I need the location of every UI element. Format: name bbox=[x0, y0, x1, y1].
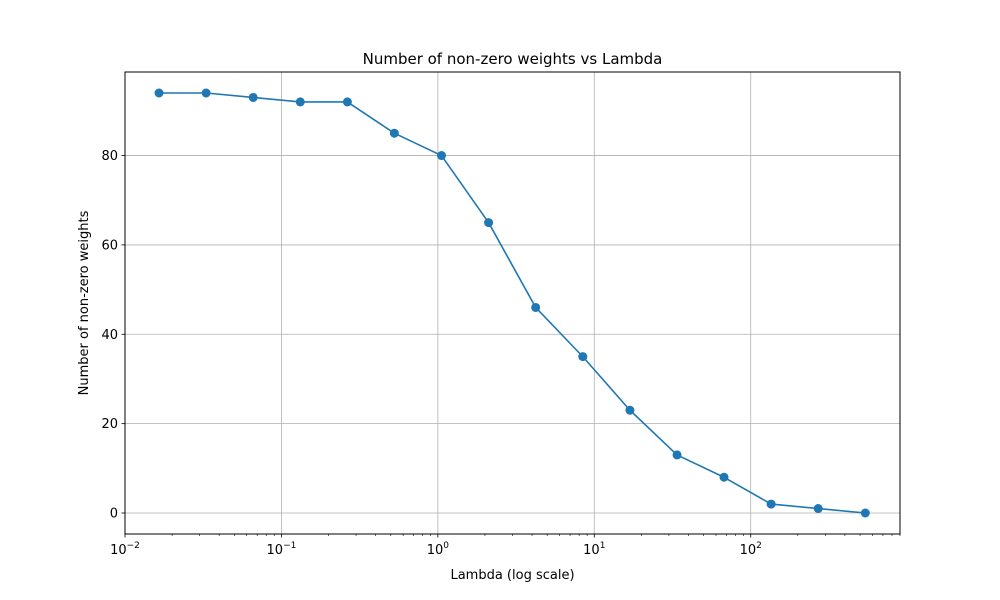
data-point bbox=[295, 97, 305, 107]
data-point bbox=[437, 151, 447, 161]
chart-title: Number of non-zero weights vs Lambda bbox=[363, 50, 663, 68]
x-tick-label: 102 bbox=[740, 541, 762, 558]
x-tick-label-exponent: −1 bbox=[283, 541, 296, 551]
data-point bbox=[389, 128, 399, 138]
data-point bbox=[766, 499, 776, 509]
x-tick-label: 10−1 bbox=[267, 541, 297, 558]
x-tick-label-base: 10 bbox=[427, 543, 444, 558]
data-point bbox=[484, 218, 494, 228]
data-point bbox=[531, 302, 541, 312]
data-point bbox=[201, 88, 211, 98]
x-tick-label-base: 10 bbox=[740, 543, 757, 558]
x-tick-label: 101 bbox=[583, 541, 605, 558]
y-axis-label: Number of non-zero weights bbox=[77, 210, 92, 395]
y-tick-label: 20 bbox=[101, 417, 118, 432]
data-point bbox=[625, 405, 635, 415]
x-tick-label-exponent: 2 bbox=[756, 541, 762, 551]
x-tick-label-exponent: 0 bbox=[443, 541, 449, 551]
data-point bbox=[719, 472, 729, 482]
data-point bbox=[813, 504, 823, 514]
x-tick-label-exponent: 1 bbox=[600, 541, 606, 551]
x-tick-label-base: 10 bbox=[583, 543, 600, 558]
y-tick-label: 80 bbox=[101, 149, 118, 164]
y-tick-label: 60 bbox=[101, 238, 118, 253]
x-tick-label-base: 10 bbox=[110, 543, 127, 558]
data-point bbox=[248, 92, 258, 102]
series-line bbox=[159, 92, 866, 514]
x-tick-label-exponent: −2 bbox=[127, 541, 140, 551]
data-point bbox=[154, 88, 164, 98]
x-tick-label: 100 bbox=[427, 541, 450, 558]
data-point bbox=[342, 97, 352, 107]
y-tick-label: 40 bbox=[101, 328, 118, 343]
x-tick-label-base: 10 bbox=[267, 543, 284, 558]
data-point bbox=[672, 450, 682, 460]
series-layer bbox=[154, 88, 870, 518]
data-point bbox=[578, 352, 588, 362]
grid bbox=[124, 72, 900, 534]
y-tick-label: 0 bbox=[110, 507, 118, 522]
x-tick-label: 10−2 bbox=[110, 541, 140, 558]
data-point bbox=[860, 508, 870, 518]
x-axis-label: Lambda (log scale) bbox=[450, 568, 574, 583]
